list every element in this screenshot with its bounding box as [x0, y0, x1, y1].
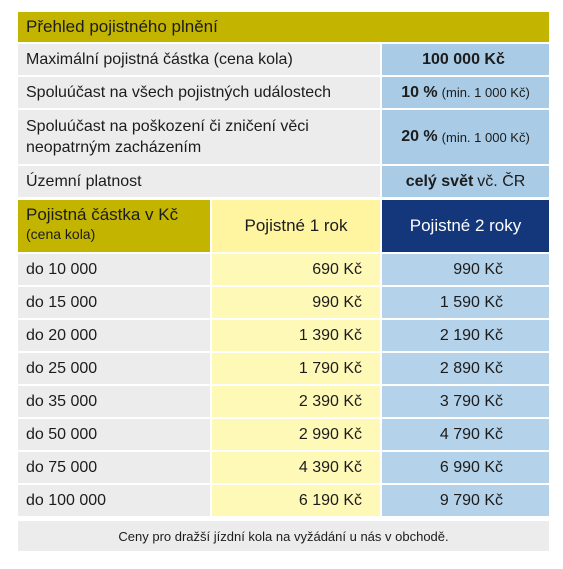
cell-amount: do 100 000	[18, 485, 210, 516]
cell-two-years: 2 190 Kč	[382, 320, 549, 351]
cell-one-year: 990 Kč	[212, 287, 380, 318]
cell-one-year: 1 790 Kč	[212, 353, 380, 384]
table-row: do 50 000 2 990 Kč 4 790 Kč	[18, 419, 549, 450]
cell-one-year: 2 390 Kč	[212, 386, 380, 417]
table-row: do 10 000 690 Kč 990 Kč	[18, 254, 549, 285]
summary-value-main: 100 000 Kč	[422, 50, 505, 68]
cell-amount: do 20 000	[18, 320, 210, 351]
summary-value-extra: (min. 1 000 Kč)	[441, 85, 530, 100]
cell-two-years: 2 890 Kč	[382, 353, 549, 384]
summary-row: Maximální pojistná částka (cena kola) 10…	[18, 44, 549, 75]
premium-table-header: Pojistná částka v Kč (cena kola) Pojistn…	[18, 200, 549, 252]
page-title: Přehled pojistného plnění	[18, 12, 549, 42]
summary-value: 10 % (min. 1 000 Kč)	[382, 77, 549, 108]
cell-one-year: 4 390 Kč	[212, 452, 380, 483]
header-two-years: Pojistné 2 roky	[382, 200, 549, 252]
cell-two-years: 9 790 Kč	[382, 485, 549, 516]
cell-amount: do 75 000	[18, 452, 210, 483]
summary-value-main: 20 %	[401, 128, 438, 145]
summary-label: Maximální pojistná částka (cena kola)	[18, 44, 380, 75]
cell-one-year: 2 990 Kč	[212, 419, 380, 450]
header-amount-subtitle: (cena kola)	[26, 226, 96, 242]
cell-two-years: 1 590 Kč	[382, 287, 549, 318]
table-row: do 15 000 990 Kč 1 590 Kč	[18, 287, 549, 318]
header-amount: Pojistná částka v Kč (cena kola)	[18, 200, 210, 252]
header-amount-title: Pojistná částka v Kč	[26, 205, 179, 224]
summary-value-main: celý svět	[405, 172, 474, 190]
cell-two-years: 990 Kč	[382, 254, 549, 285]
cell-amount: do 15 000	[18, 287, 210, 318]
cell-two-years: 4 790 Kč	[382, 419, 549, 450]
premium-table: Pojistná částka v Kč (cena kola) Pojistn…	[18, 200, 549, 516]
summary-value-main: 10 %	[401, 83, 438, 101]
cell-one-year: 6 190 Kč	[212, 485, 380, 516]
summary-label: Územní platnost	[18, 166, 380, 197]
header-one-year: Pojistné 1 rok	[212, 200, 380, 252]
table-row: do 100 000 6 190 Kč 9 790 Kč	[18, 485, 549, 516]
table-row: do 35 000 2 390 Kč 3 790 Kč	[18, 386, 549, 417]
summary-value-extra: vč. ČR	[477, 172, 526, 190]
table-row: do 75 000 4 390 Kč 6 990 Kč	[18, 452, 549, 483]
cell-amount: do 35 000	[18, 386, 210, 417]
cell-one-year: 1 390 Kč	[212, 320, 380, 351]
table-row: do 25 000 1 790 Kč 2 890 Kč	[18, 353, 549, 384]
summary-table: Maximální pojistná částka (cena kola) 10…	[18, 44, 549, 197]
cell-amount: do 50 000	[18, 419, 210, 450]
cell-two-years: 3 790 Kč	[382, 386, 549, 417]
summary-row: Územní platnost celý svět vč. ČR	[18, 166, 549, 197]
summary-row: Spoluúčast na poškození či zničení věci …	[18, 110, 549, 164]
footnote: Ceny pro dražší jízdní kola na vyžádání …	[18, 521, 549, 551]
cell-amount: do 10 000	[18, 254, 210, 285]
summary-value: 100 000 Kč	[382, 44, 549, 75]
cell-amount: do 25 000	[18, 353, 210, 384]
summary-value: celý svět vč. ČR	[382, 166, 549, 197]
cell-one-year: 690 Kč	[212, 254, 380, 285]
cell-two-years: 6 990 Kč	[382, 452, 549, 483]
summary-label: Spoluúčast na poškození či zničení věci …	[18, 110, 380, 164]
summary-row: Spoluúčast na všech pojistných událostec…	[18, 77, 549, 108]
summary-label: Spoluúčast na všech pojistných událostec…	[18, 77, 380, 108]
table-row: do 20 000 1 390 Kč 2 190 Kč	[18, 320, 549, 351]
summary-value: 20 % (min. 1 000 Kč)	[382, 110, 549, 164]
summary-value-extra: (min. 1 000 Kč)	[441, 129, 530, 145]
insurance-overview: Přehled pojistného plnění Maximální poji…	[18, 12, 549, 551]
